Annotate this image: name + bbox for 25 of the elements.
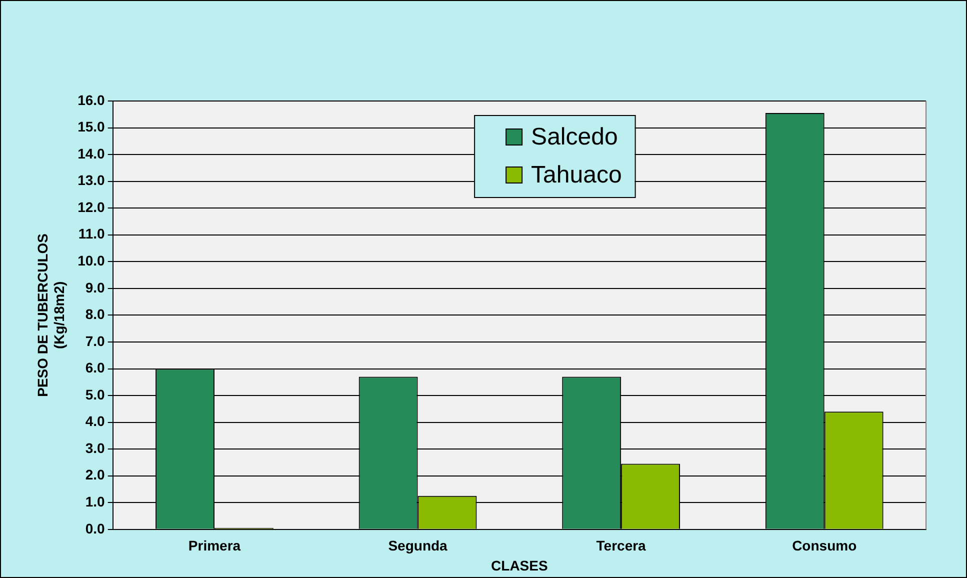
y-tick-label: 0.0: [85, 520, 106, 536]
y-tick-label: 7.0: [85, 332, 106, 349]
y-tick-label: 13.0: [78, 172, 106, 188]
y-tick-label: 15.0: [78, 118, 106, 135]
y-tick-label: 4.0: [85, 413, 106, 430]
y-tick-label: 12.0: [78, 198, 106, 215]
x-tick-label: Consumo: [792, 538, 857, 554]
y-tick-label: 16.0: [78, 92, 106, 108]
y-tick-label: 5.0: [85, 386, 106, 402]
x-tick-label: Tercera: [596, 538, 646, 554]
x-tick-label: Segunda: [388, 538, 448, 554]
y-axis-title: PESO DE TUBERCULOS (Kg/18m2): [34, 234, 68, 397]
y-tick-label: 14.0: [78, 145, 106, 162]
legend-label: Tahuaco: [531, 162, 622, 189]
y-tick-label: 10.0: [78, 252, 106, 269]
y-tick-label: 6.0: [85, 360, 106, 376]
y-tick-label: 2.0: [85, 466, 106, 483]
y-tick-label: 8.0: [85, 306, 106, 322]
x-axis-title: CLASES: [491, 557, 548, 574]
legend-label: Salcedo: [531, 124, 618, 151]
x-tick-label: Primera: [188, 538, 241, 554]
y-tick-label: 3.0: [85, 440, 106, 456]
y-tick-label: 9.0: [85, 279, 106, 296]
y-tick-label: 11.0: [78, 226, 106, 242]
y-tick-label: 1.0: [85, 493, 106, 510]
